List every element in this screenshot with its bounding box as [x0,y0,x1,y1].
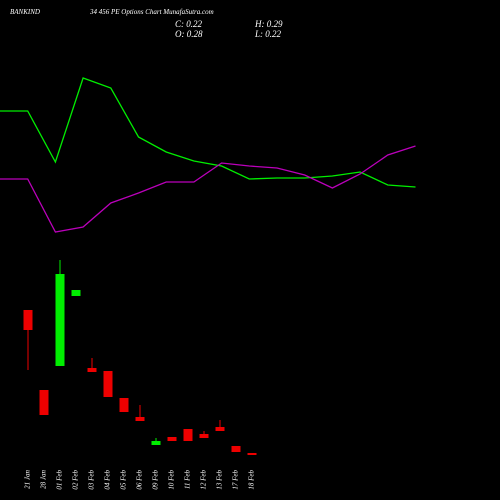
line-series [0,77,416,188]
x-tick-label: 12 Feb [200,470,208,490]
x-tick-label: 10 Feb [168,470,176,490]
candle-body [119,398,129,412]
candle-body [247,453,257,455]
candle-body [151,441,161,445]
chart-title: BANKIND [10,8,40,16]
candle-body [183,429,193,441]
ohlc-label: C: 0.22 [175,19,203,29]
chart-subtitle: 34 456 PE Options Chart MunafaSutra.com [89,8,214,16]
x-tick-label: 21 Jan [24,470,32,489]
x-tick-label: 04 Feb [104,470,112,490]
candle-body [39,390,49,415]
candle-body [135,417,145,421]
x-tick-label: 11 Feb [184,470,192,490]
x-tick-label: 01 Feb [56,470,64,490]
x-tick-label: 05 Feb [120,470,128,490]
candle-body [103,371,113,397]
x-tick-label: 18 Feb [248,470,256,490]
x-tick-label: 06 Feb [136,470,144,490]
x-tick-label: 03 Feb [88,470,96,490]
ohlc-label: O: 0.28 [175,29,203,39]
x-tick-label: 13 Feb [216,470,224,490]
candle-body [23,310,33,330]
x-tick-label: 09 Feb [152,470,160,490]
candle-body [215,427,225,431]
candle-body [167,437,177,441]
ohlc-label: L: 0.22 [254,29,282,39]
candle-body [87,368,97,372]
x-tick-label: 28 Jan [40,470,48,489]
x-tick-label: 17 Feb [232,470,240,490]
line-series [0,145,416,233]
x-tick-label: 02 Feb [72,470,80,490]
candle-body [71,290,81,296]
ohlc-label: H: 0.29 [254,19,283,29]
candle-body [199,434,209,438]
candle-body [55,274,65,366]
candle-body [231,446,241,452]
